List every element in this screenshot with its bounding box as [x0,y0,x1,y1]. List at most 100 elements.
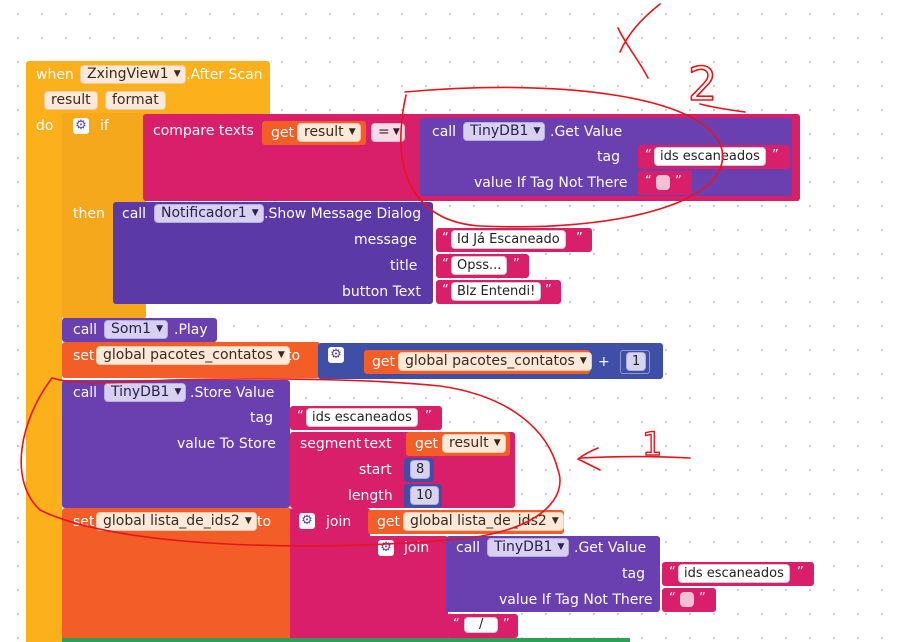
chevron-down-icon: ▼ [156,324,163,334]
start-label: start [359,462,392,478]
var-dropdown-result[interactable]: result ▼ [297,123,361,142]
title-value[interactable]: Opss... [451,256,508,275]
component-name: Notificador1 [161,205,247,221]
quote-close: ” [513,257,520,272]
button-text-label: button Text [342,284,421,300]
param-result[interactable]: result [44,91,98,110]
quote-close: ” [675,174,682,189]
text-label: text [364,436,392,452]
var-name: global pacotes_contatos [103,347,273,363]
list-block-edge[interactable] [62,638,630,642]
quote-open: “ [453,617,460,632]
chevron-down-icon: ▼ [579,356,587,366]
call-label: call [73,322,98,338]
title-label: title [390,258,418,274]
to-label: to [257,514,272,530]
var-name: result [449,435,489,451]
component-dropdown-tinydb[interactable]: TinyDB1 ▼ [463,122,546,141]
param-format[interactable]: format [105,91,166,110]
annotation-underline-2 [699,103,746,113]
default-label: value If Tag Not There [474,175,628,191]
chevron-down-icon: ▼ [533,126,541,136]
var-name: result [304,124,344,140]
when-label: when [36,67,74,83]
gear-icon[interactable]: ⚙ [378,540,394,556]
call-label: call [73,385,98,401]
quote-close: ” [699,591,706,606]
empty-text-value[interactable] [680,592,694,607]
do-label: do [36,118,54,134]
gear-icon[interactable]: ⚙ [299,513,315,529]
component-dropdown-som[interactable]: Som1 ▼ [104,320,168,339]
number-value[interactable]: 1 [626,352,647,371]
if-label: if [100,118,109,134]
component-dropdown-zxing[interactable]: ZxingView1 ▼ [80,65,186,84]
chevron-down-icon: ▼ [173,69,181,79]
call-label: call [122,206,147,222]
var-dropdown-pacotes[interactable]: global pacotes_contatos ▼ [398,352,592,371]
get-label: get [372,354,395,370]
quote-open: “ [645,148,652,163]
quote-open: “ [442,283,449,298]
then-label: then [73,206,105,222]
length-label: length [348,488,393,504]
chevron-down-icon: ▼ [392,127,400,137]
tag-value[interactable]: ids escaneados [678,564,790,583]
quote-close: ” [425,409,432,424]
method-name: .Show Message Dialog [264,206,422,222]
quote-open: “ [297,409,304,424]
call-label: call [432,124,457,140]
event-name: .After Scan [186,67,263,83]
tag-label: tag [622,566,645,582]
quote-open: “ [669,565,676,580]
operator-symbol: = [378,124,390,140]
var-name: global lista_de_ids2 [410,513,547,529]
chevron-down-icon: ▼ [277,350,285,360]
chevron-down-icon: ▼ [557,542,565,552]
method-name: .Get Value [550,124,623,140]
gear-icon[interactable]: ⚙ [328,347,344,363]
message-value[interactable]: Id Já Escaneado [451,230,566,249]
tag-label: tag [250,410,273,426]
plus-operator: + [598,354,610,370]
tag-value[interactable]: ids escaneados [306,408,418,427]
gear-icon[interactable]: ⚙ [73,118,89,134]
text-value[interactable]: ids escaneados [654,147,766,166]
quote-close: ” [772,148,779,163]
start-value[interactable]: 8 [410,460,431,479]
button-text-value[interactable]: Blz Entendi! [451,282,542,301]
join-label: join [404,540,430,556]
quote-close: ” [576,231,583,246]
method-name: .Play [174,322,208,338]
annotation-number-2: 2 [688,57,717,111]
message-label: message [354,232,417,248]
to-label: to [286,348,301,364]
chevron-down-icon: ▼ [493,438,501,448]
quote-open: “ [669,591,676,606]
var-dropdown-lista[interactable]: global lista_de_ids2 ▼ [96,512,257,531]
component-dropdown-notificador[interactable]: Notificador1 ▼ [154,204,264,223]
quote-close: ” [545,283,552,298]
empty-text-value[interactable] [656,175,670,190]
default-label: value If Tag Not There [499,592,653,608]
chevron-down-icon: ▼ [174,387,182,397]
quote-open: “ [442,231,449,246]
var-dropdown-lista[interactable]: global lista_de_ids2 ▼ [403,512,564,531]
var-dropdown-pacotes[interactable]: global pacotes_contatos ▼ [96,346,290,365]
chevron-down-icon: ▼ [244,516,252,526]
component-dropdown-tinydb[interactable]: TinyDB1 ▼ [487,538,570,557]
var-name: global lista_de_ids2 [103,513,240,529]
length-value[interactable]: 10 [410,486,439,505]
component-name: TinyDB1 [494,539,553,555]
get-label: get [377,514,400,530]
component-name: TinyDB1 [470,123,529,139]
component-name: TinyDB1 [111,384,170,400]
event-do-spine [26,110,62,642]
component-dropdown-tinydb[interactable]: TinyDB1 ▼ [104,383,187,402]
separator-value[interactable]: / [464,617,499,633]
set-label: set [73,348,95,364]
operator-dropdown[interactable]: = ▼ [371,123,405,142]
chevron-down-icon: ▼ [348,127,356,137]
annotation-arrow-bottom [577,447,691,471]
var-dropdown-result[interactable]: result ▼ [442,434,506,453]
